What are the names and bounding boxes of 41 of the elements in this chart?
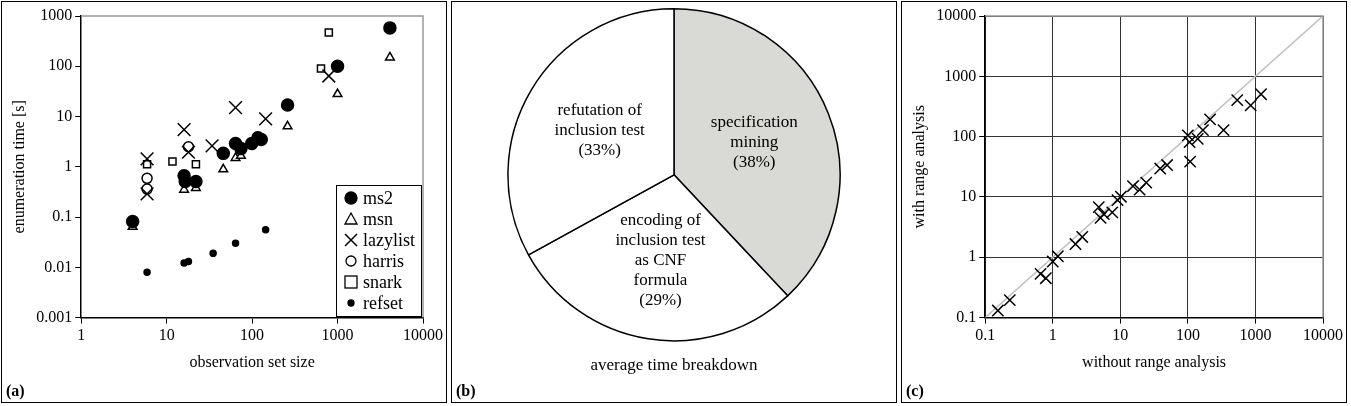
y-tick-label: 1 [968,247,977,265]
legend-label: lazylist [363,229,415,251]
y-tick-label: 10000 [936,6,977,24]
y-tick-label: 0.1 [956,307,977,325]
y-tick-label: 1 [64,157,73,174]
text: (b) [456,382,476,400]
y-tick-label: 100 [48,56,73,74]
text: (a) [6,382,25,400]
x-tick-label: 0.1 [975,326,996,344]
legend-label: msn [363,208,394,230]
text: (c) [906,382,924,400]
y-tick-label: 10 [56,106,73,124]
x-tick-label: 100 [240,326,265,344]
x-tick-label: 1 [77,326,86,344]
y-axis-title: enumeration time [s] [9,100,27,234]
y-tick-label: 1000 [944,66,977,84]
y-tick-label: 10 [960,187,977,205]
slice-label: refutation of inclusion test (33%) [554,100,646,160]
x-tick-label: 10000 [403,326,443,344]
y-tick-label: 0.01 [44,257,73,275]
x-tick-label: 10 [1112,326,1129,344]
x-tick-label: 100 [1175,326,1200,344]
x-tick-label: 1000 [1239,326,1272,344]
legend-label: refset [363,292,403,314]
y-tick-label: 0.1 [52,207,73,225]
slice-label: specification mining (38%) [710,112,799,172]
y-tick-label: 100 [952,126,977,144]
x-tick-label: 1000 [321,326,354,344]
x-axis-title: without range analysis [1082,352,1227,371]
slice-label: encoding of inclusion test as CNF formula (29%) [615,209,706,309]
x-tick-label: 10000 [1303,326,1343,344]
legend-label: snark [363,271,402,293]
x-tick-label: 1 [1048,326,1057,344]
x-axis-title: observation set size [189,352,315,370]
y-tick-label: 0.001 [36,307,73,325]
y-axis-title: with range analysis [909,105,928,229]
text: average time breakdown [590,355,759,375]
x-tick-label: 10 [158,326,175,344]
y-tick-label: 1000 [40,6,73,24]
legend-label: harris [363,250,404,272]
legend-label: ms2 [363,187,394,209]
